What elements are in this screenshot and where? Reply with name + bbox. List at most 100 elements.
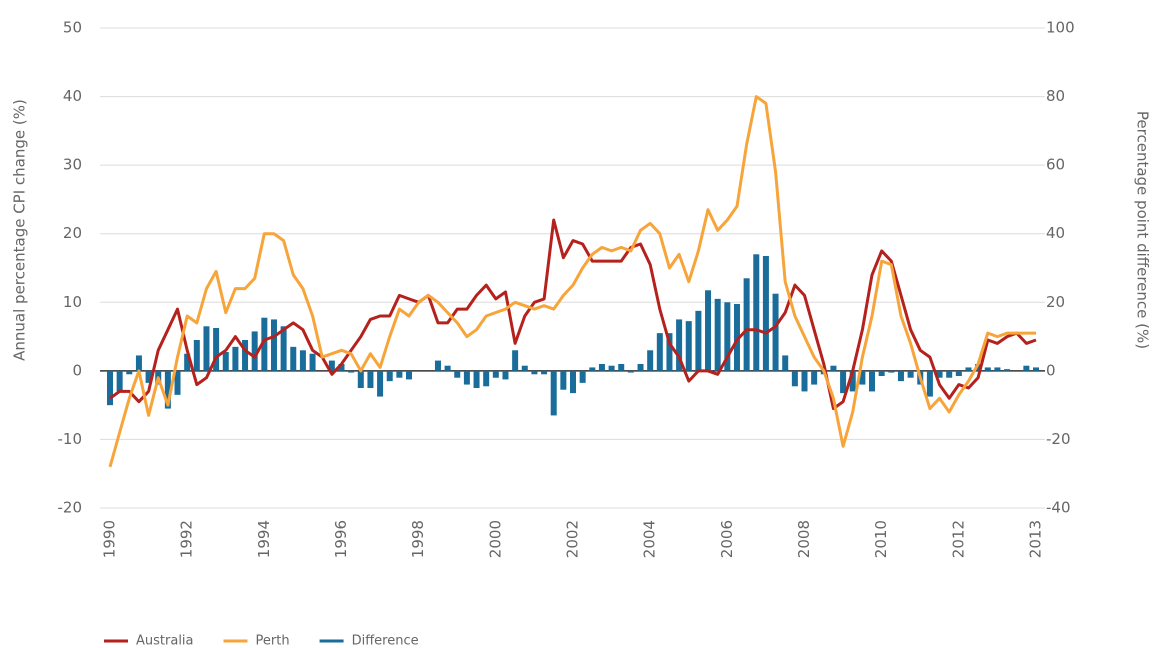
y-tick-label: -20 bbox=[58, 499, 83, 517]
bar bbox=[396, 370, 403, 378]
bar bbox=[550, 370, 557, 416]
line bbox=[109, 218, 1037, 411]
bar bbox=[473, 370, 480, 388]
bar bbox=[869, 370, 876, 392]
bar bbox=[656, 333, 663, 371]
bar bbox=[637, 364, 644, 371]
bar bbox=[492, 370, 499, 378]
y-tick-label: 20 bbox=[63, 224, 82, 242]
bar bbox=[859, 370, 866, 385]
bar bbox=[107, 370, 113, 406]
bar bbox=[975, 364, 982, 371]
bar bbox=[608, 365, 615, 371]
bar bbox=[676, 319, 683, 371]
bar bbox=[791, 370, 798, 387]
bar bbox=[589, 367, 596, 371]
x-tick-label: 1996 bbox=[332, 520, 350, 558]
legend-label: Perth bbox=[256, 634, 290, 648]
bar bbox=[135, 355, 142, 371]
bar bbox=[994, 367, 1001, 371]
bar bbox=[367, 370, 374, 388]
y-tick-label: 0 bbox=[72, 361, 82, 379]
bar bbox=[926, 370, 933, 397]
bar bbox=[386, 370, 393, 382]
bar bbox=[242, 340, 249, 371]
bar bbox=[598, 364, 605, 371]
y2-axis-title: Percentage point difference (%) bbox=[1134, 111, 1152, 349]
bar bbox=[897, 370, 904, 382]
bar bbox=[878, 370, 885, 376]
bar bbox=[203, 326, 210, 371]
bar bbox=[502, 370, 509, 380]
bar bbox=[849, 370, 856, 392]
y-tick-label: 10 bbox=[63, 293, 82, 311]
bar bbox=[811, 370, 818, 385]
bar bbox=[434, 360, 441, 371]
bar bbox=[290, 346, 297, 371]
bar bbox=[955, 370, 962, 376]
bar bbox=[627, 370, 634, 373]
bar bbox=[145, 370, 152, 383]
y-axis-title: Annual percentage CPI change (%) bbox=[11, 99, 29, 361]
x-tick-label: 1990 bbox=[101, 520, 119, 558]
bar bbox=[193, 340, 200, 371]
bar bbox=[984, 367, 991, 371]
bar bbox=[830, 365, 837, 371]
bar bbox=[512, 350, 519, 371]
bar bbox=[618, 364, 625, 371]
x-tick-label: 2012 bbox=[949, 520, 967, 558]
bar bbox=[213, 328, 220, 371]
bar bbox=[743, 278, 750, 371]
bar bbox=[463, 370, 470, 385]
y2-tick-label: 0 bbox=[1046, 361, 1056, 379]
bar bbox=[762, 256, 769, 371]
x-tick-label: 2013 bbox=[1027, 520, 1045, 558]
bar bbox=[946, 370, 953, 378]
bar bbox=[801, 370, 808, 392]
bar bbox=[348, 370, 355, 373]
bar bbox=[328, 360, 335, 371]
bar bbox=[840, 370, 847, 394]
y-tick-label: 40 bbox=[63, 87, 82, 105]
bar bbox=[733, 304, 740, 371]
bar bbox=[270, 319, 277, 371]
bar bbox=[232, 346, 239, 371]
bar bbox=[753, 254, 760, 371]
bar bbox=[261, 317, 268, 371]
x-tick-label: 2006 bbox=[718, 520, 736, 558]
x-tick-label: 2004 bbox=[641, 520, 659, 558]
y2-tick-label: 40 bbox=[1046, 224, 1065, 242]
bar bbox=[357, 370, 364, 388]
bar bbox=[483, 370, 490, 387]
bar bbox=[907, 370, 914, 378]
y2-tick-label: 100 bbox=[1046, 19, 1075, 37]
bar bbox=[705, 290, 712, 371]
bar bbox=[965, 367, 972, 371]
x-tick-label: 2002 bbox=[564, 520, 582, 558]
bar bbox=[299, 350, 306, 371]
bar bbox=[251, 331, 258, 371]
bar bbox=[521, 365, 528, 371]
bar bbox=[338, 364, 345, 371]
legend-label: Australia bbox=[136, 634, 194, 648]
bar bbox=[184, 353, 191, 371]
bar bbox=[936, 370, 943, 378]
x-tick-label: 2008 bbox=[795, 520, 813, 558]
y2-tick-label: 20 bbox=[1046, 293, 1065, 311]
bar bbox=[1004, 369, 1011, 371]
x-tick-label: 2000 bbox=[486, 520, 504, 558]
bar bbox=[116, 370, 123, 392]
bar bbox=[1033, 367, 1039, 371]
bar bbox=[377, 370, 384, 397]
x-tick-label: 1992 bbox=[178, 520, 196, 558]
y-tick-label: -10 bbox=[58, 430, 83, 448]
bar bbox=[406, 370, 413, 380]
bar bbox=[570, 370, 576, 394]
bar bbox=[714, 298, 721, 371]
line bbox=[108, 95, 1036, 468]
y2-tick-label: -20 bbox=[1046, 430, 1071, 448]
legend-label: Difference bbox=[352, 634, 419, 648]
y2-tick-label: 60 bbox=[1046, 156, 1065, 174]
x-tick-label: 1998 bbox=[409, 520, 427, 558]
